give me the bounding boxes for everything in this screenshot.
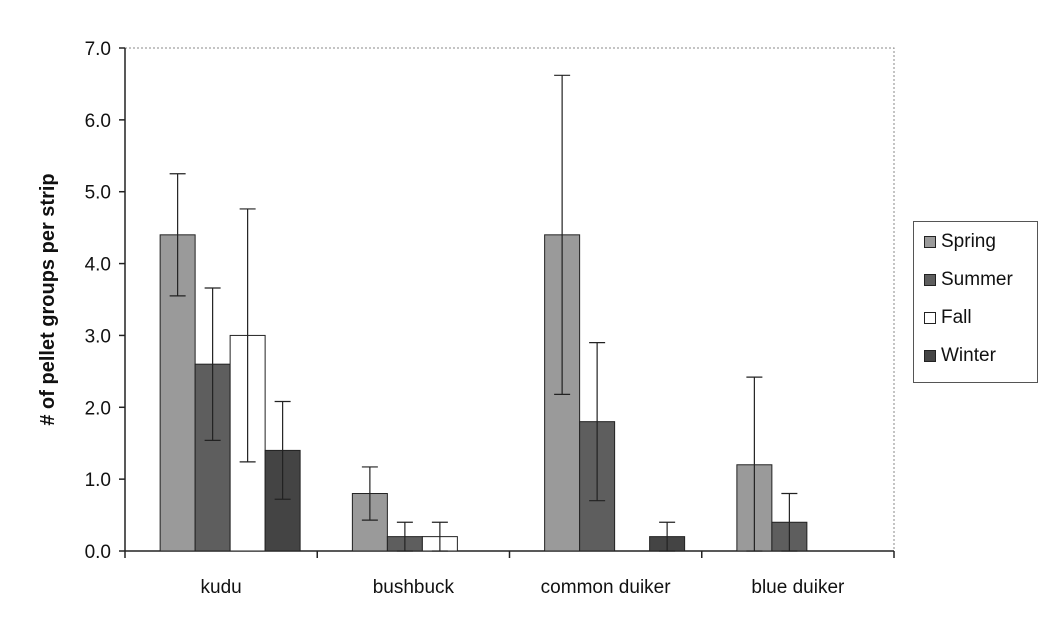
legend-item-fall: Fall <box>924 306 972 330</box>
y-tick-label: 7.0 <box>85 39 111 60</box>
legend-label-fall: Fall <box>941 307 972 328</box>
legend-label-summer: Summer <box>941 269 1013 290</box>
legend-swatch-winter <box>924 350 936 362</box>
legend-item-spring: Spring <box>924 230 996 254</box>
legend-item-winter: Winter <box>924 344 996 368</box>
x-tick-label: blue duiker <box>751 577 845 598</box>
y-tick-label: 5.0 <box>85 183 111 204</box>
y-tick-label: 1.0 <box>85 470 111 491</box>
y-tick-label: 2.0 <box>85 398 111 419</box>
legend-label-spring: Spring <box>941 231 996 252</box>
legend-item-summer: Summer <box>924 268 1013 292</box>
y-tick-label: 3.0 <box>85 326 111 347</box>
x-tick-label: kudu <box>201 577 242 598</box>
legend-label-winter: Winter <box>941 345 996 366</box>
y-tick-label: 6.0 <box>85 111 111 132</box>
x-tick-label: bushbuck <box>373 577 455 598</box>
y-tick-label: 4.0 <box>85 255 111 276</box>
x-tick-label: common duiker <box>541 577 672 598</box>
legend-swatch-spring <box>924 236 936 248</box>
legend: Spring Summer Fall Winter <box>913 221 1038 383</box>
legend-swatch-summer <box>924 274 936 286</box>
legend-swatch-fall <box>924 312 936 324</box>
y-axis-title: # of pellet groups per strip <box>37 173 59 425</box>
y-tick-label: 0.0 <box>85 542 111 563</box>
